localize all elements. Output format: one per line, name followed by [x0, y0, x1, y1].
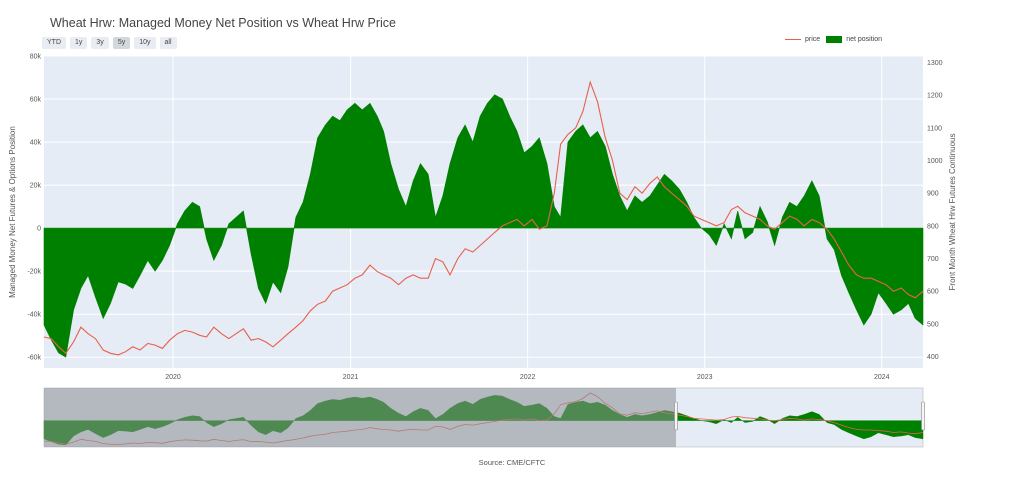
legend-label-net-position: net position [846, 36, 882, 43]
price-line [43, 80, 924, 356]
y-left-tick-label: 60k [30, 97, 42, 104]
y-right-tick-label: 1100 [927, 125, 942, 132]
y-left-tick-label: 40k [30, 140, 42, 147]
price-swatch [785, 38, 801, 41]
y-right-tick-label: 700 [927, 256, 939, 263]
y-right-tick-label: 1200 [927, 93, 943, 100]
price-series [43, 80, 924, 356]
y-right-tick-label: 800 [927, 223, 939, 230]
range-button-10y[interactable]: 10y [134, 37, 156, 49]
y-left-tick-label: 0 [37, 226, 41, 233]
chart-title: Wheat Hrw: Managed Money Net Position vs… [50, 16, 396, 30]
y-left-tick-label: -20k [27, 269, 41, 276]
net-position-area [43, 94, 924, 358]
navigator-mask [44, 388, 676, 447]
y-right-tick-label: 500 [927, 321, 939, 328]
y-right-tick-label: 1000 [927, 158, 943, 165]
y-right-tick-label: 1300 [927, 60, 943, 67]
navigator-handle-left[interactable] [674, 401, 678, 431]
y-left-tick-label: 20k [30, 183, 42, 190]
navigator-handle-right[interactable] [921, 401, 925, 431]
y-left-tick-label: -40k [27, 312, 41, 319]
range-button-1y[interactable]: 1y [70, 37, 88, 49]
x-tick-label: 2020 [165, 374, 181, 381]
y-axis-left-title: Managed Money Net Futures & Options Posi… [8, 126, 17, 298]
range-button-ytd[interactable]: YTD [42, 37, 66, 49]
legend-item-net-position[interactable]: net position [826, 36, 882, 43]
axes: -60k -40k -20k 0 20k 40k 60k 80k 400 500 600 700 800… [27, 54, 942, 382]
range-button-5y[interactable]: 5y [112, 37, 131, 49]
y-right-tick-label: 400 [927, 354, 939, 361]
range-button-3y[interactable]: 3y [91, 37, 109, 49]
range-slider[interactable] [43, 387, 925, 448]
x-tick-label: 2022 [520, 374, 536, 381]
x-tick-label: 2021 [343, 374, 359, 381]
x-tick-label: 2023 [697, 374, 713, 381]
y-left-tick-label: 80k [30, 54, 42, 61]
y-right-tick-label: 900 [927, 191, 939, 198]
range-selector: YTD 1y 3y 5y 10y all [42, 37, 177, 49]
legend-label-price: price [805, 36, 821, 43]
y-axis-right-title: Front Month Wheat Hrw Futures Continuous [948, 134, 957, 291]
legend-item-price[interactable]: price [785, 36, 820, 43]
range-button-all[interactable]: all [159, 37, 177, 49]
net-position-swatch [826, 36, 843, 43]
legend: price net position [785, 36, 882, 43]
source-note: Source: CME/CFTC [478, 458, 546, 467]
y-left-tick-label: -60k [27, 355, 41, 362]
x-tick-label: 2024 [874, 374, 890, 381]
net-position-series [43, 94, 924, 358]
y-right-tick-label: 600 [927, 289, 939, 296]
